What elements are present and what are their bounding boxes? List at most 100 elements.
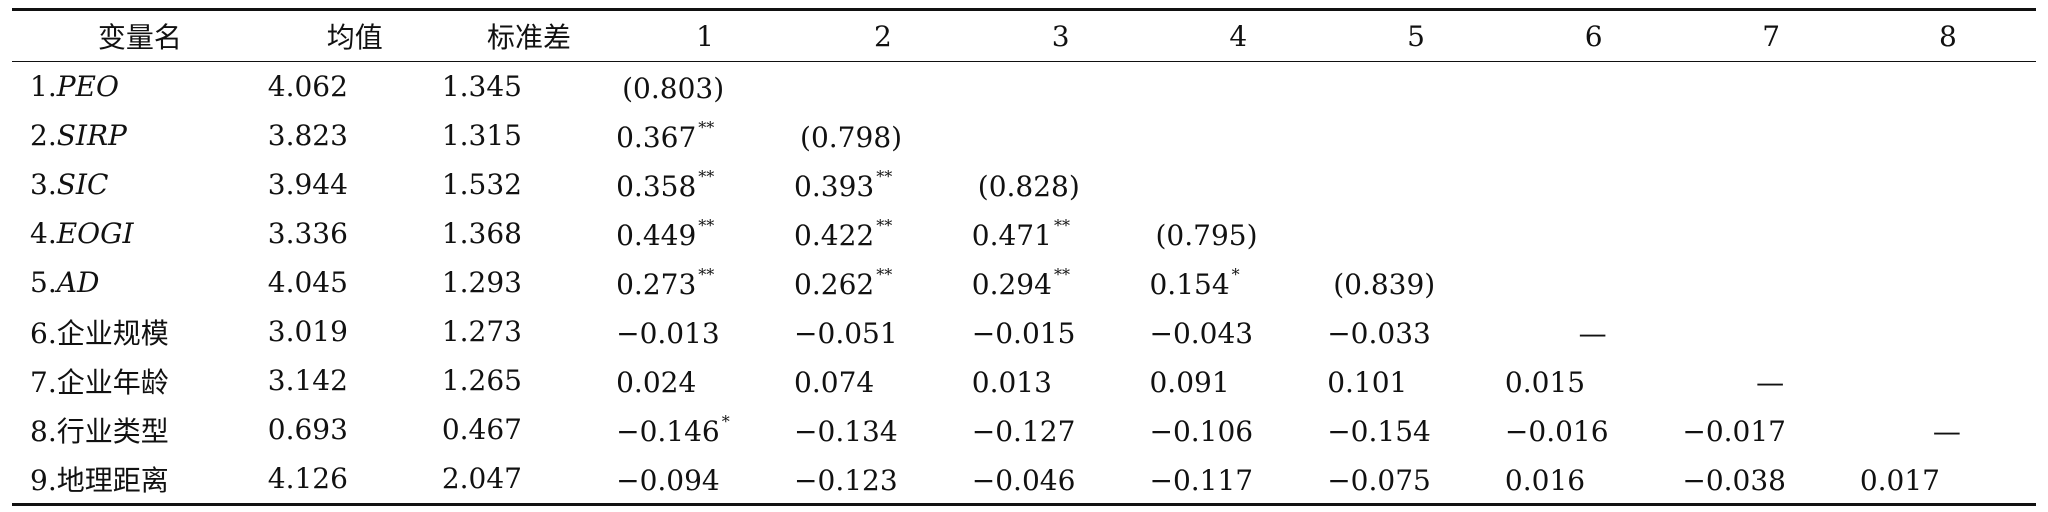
mean-cell: 0.693 [267, 413, 348, 446]
correlation-cell: (0.795) [1149, 209, 1327, 258]
correlation-value: −0.038 [1682, 463, 1786, 497]
header-sd: 标准差 [486, 21, 571, 54]
correlation-value: −0.016 [1504, 414, 1609, 448]
mean-cell: 3.142 [267, 364, 348, 397]
correlation-cell: 0.471 ** [972, 209, 1150, 258]
correlation-cell: 0.358 ** [616, 160, 794, 209]
correlation-cell: −0.051 [794, 307, 972, 356]
correlation-cell [794, 62, 972, 112]
correlation-cell [1682, 160, 1859, 209]
correlation-cell [1149, 111, 1327, 160]
correlation-cell: −0.016 [1505, 405, 1682, 454]
correlation-cell: 0.154 * [1149, 258, 1327, 307]
sd-cell: 1.532 [441, 168, 522, 201]
mean-cell: 4.045 [267, 266, 348, 299]
significance-marker: * [1231, 264, 1240, 284]
table-body: 1.PEO 4.062 1.345 (0.803) 2.SIRP 3.823 1.315 0.… [12, 62, 2036, 505]
header-col-2: 2 [873, 19, 892, 53]
correlation-cell [1860, 111, 2036, 160]
significance-marker: ** [698, 166, 715, 186]
correlation-cell [1860, 160, 2036, 209]
variable-name-cell: 1.PEO [12, 62, 268, 112]
correlation-cell: −0.146 * [616, 405, 794, 454]
correlation-value: −0.154 [1327, 414, 1431, 448]
correlation-cell: — [1860, 405, 2036, 454]
correlation-cell [1505, 111, 1682, 160]
correlation-cell [1505, 160, 1682, 209]
mean-cell: 4.062 [267, 70, 348, 103]
header-mean: 均值 [326, 21, 383, 54]
correlation-value: 0.016 [1504, 463, 1586, 497]
correlation-value: — [1756, 365, 1785, 399]
correlation-cell: 0.013 [972, 356, 1150, 405]
correlation-cell: 0.024 [616, 356, 794, 405]
correlation-value: −0.106 [1149, 414, 1254, 448]
correlation-value: 0.273 [616, 267, 697, 301]
table-row: 9.地理距离 4.126 2.047 −0.094 −0.123 −0.046 −0.117… [12, 454, 2036, 505]
correlation-table: 变量名 均值 标准差 1 2 3 4 5 6 7 8 1.PEO 4.062 1.3… [12, 8, 2036, 506]
variable-name: 1. [30, 70, 57, 103]
correlation-cell: 0.015 [1505, 356, 1682, 405]
correlation-cell: 0.422 ** [794, 209, 972, 258]
mean-cell: 3.336 [267, 217, 348, 250]
correlation-cell: 0.393 ** [794, 160, 972, 209]
table-row: 3.SIC 3.944 1.532 0.358 ** 0.393 ** (0.828) [12, 160, 2036, 209]
variable-name: 6.企业规模 [30, 316, 169, 350]
variable-name-cell: 8.行业类型 [12, 405, 268, 454]
correlation-value: 0.013 [971, 365, 1052, 399]
correlation-value: −0.075 [1327, 463, 1431, 497]
correlation-value: 0.367 [616, 120, 697, 154]
variable-name-cell: 7.企业年龄 [12, 356, 268, 405]
correlation-cell: −0.123 [794, 454, 972, 505]
mean-cell: 4.126 [267, 462, 348, 495]
correlation-cell [1682, 209, 1859, 258]
sd-cell: 1.273 [441, 315, 522, 348]
variable-abbreviation: AD [56, 266, 100, 299]
correlation-value: −0.117 [1149, 463, 1254, 497]
correlation-cell: −0.134 [794, 405, 972, 454]
header-col-6: 6 [1584, 19, 1603, 53]
correlation-value: 0.262 [794, 267, 875, 301]
sd-cell: 1.315 [441, 119, 522, 152]
correlation-cell: −0.106 [1149, 405, 1327, 454]
correlation-cell: 0.273 ** [616, 258, 794, 307]
correlation-value: (0.839) [1333, 267, 1436, 301]
correlation-cell [1682, 307, 1859, 356]
correlation-cell: 0.449 ** [616, 209, 794, 258]
correlation-value: −0.015 [971, 316, 1076, 350]
header-col-4: 4 [1229, 19, 1248, 53]
correlation-value: −0.051 [794, 316, 898, 350]
correlation-cell: −0.015 [972, 307, 1150, 356]
table-row: 1.PEO 4.062 1.345 (0.803) [12, 62, 2036, 112]
correlation-value: 0.154 [1149, 267, 1230, 301]
table-row: 7.企业年龄 3.142 1.265 0.024 0.074 0.013 0.091 0.10… [12, 356, 2036, 405]
correlation-cell: (0.828) [972, 160, 1150, 209]
correlation-value: (0.828) [977, 169, 1080, 203]
correlation-value: −0.146 [616, 414, 720, 448]
correlation-cell: −0.038 [1682, 454, 1859, 505]
correlation-cell [1327, 111, 1505, 160]
correlation-value: — [1932, 414, 1961, 448]
correlation-cell: 0.262 ** [794, 258, 972, 307]
variable-name-cell: 9.地理距离 [12, 454, 268, 505]
correlation-cell [1505, 258, 1682, 307]
correlation-value: −0.033 [1327, 316, 1431, 350]
correlation-cell: 0.091 [1149, 356, 1327, 405]
correlation-value: 0.422 [794, 218, 875, 252]
correlation-cell [1860, 209, 2036, 258]
variable-name-cell: 5.AD [12, 258, 268, 307]
significance-marker: ** [698, 264, 715, 284]
header-col-1: 1 [696, 19, 714, 53]
correlation-cell [1149, 160, 1327, 209]
correlation-cell [1682, 111, 1859, 160]
correlation-cell [972, 111, 1150, 160]
variable-name: 5. [30, 266, 57, 299]
correlation-value: −0.094 [616, 463, 720, 497]
variable-abbreviation: SIRP [56, 119, 127, 152]
correlation-value: 0.024 [616, 365, 697, 399]
correlation-value: 0.358 [616, 169, 697, 203]
correlation-cell: (0.803) [616, 62, 794, 112]
correlation-cell [1860, 356, 2036, 405]
correlation-value: 0.015 [1504, 365, 1586, 399]
correlation-value: −0.134 [794, 414, 898, 448]
